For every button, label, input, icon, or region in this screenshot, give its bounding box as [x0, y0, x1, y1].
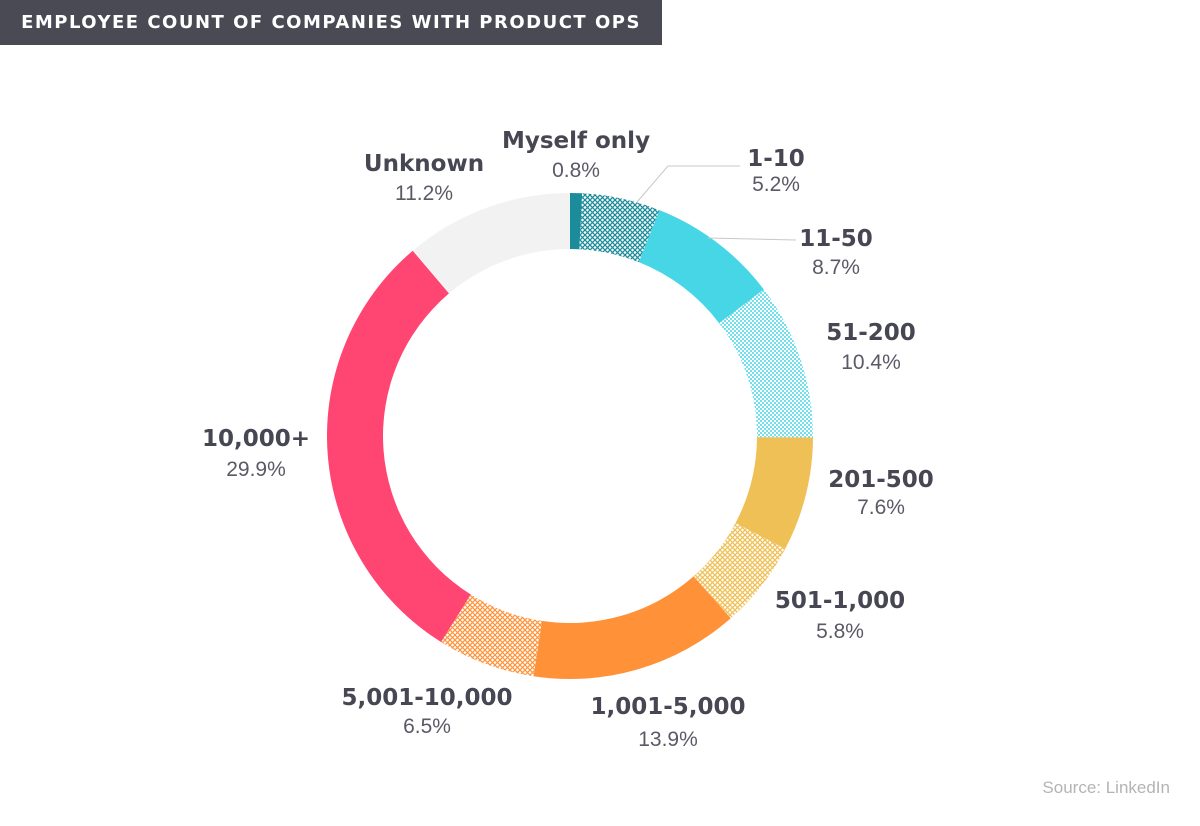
slice-201-500 — [735, 437, 813, 550]
slice-value: 8.7% — [812, 256, 860, 279]
slice-value: 6.5% — [403, 715, 451, 738]
slice-value: 5.2% — [752, 173, 800, 196]
slice-label: 201-500 — [828, 467, 934, 493]
slice-label: 5,001-10,000 — [341, 685, 512, 711]
slice-value: 5.8% — [816, 620, 864, 643]
slice-value: 29.9% — [226, 458, 286, 481]
slice-myself-only — [570, 193, 583, 250]
slice-label: 10,000+ — [202, 426, 310, 452]
leader-line — [636, 165, 740, 203]
leader-line — [707, 237, 797, 241]
slice-5-001-10-000 — [441, 594, 542, 677]
slice-label: 11-50 — [799, 226, 873, 252]
slice-51-200 — [719, 289, 813, 438]
leader-lines — [636, 165, 797, 241]
slice-value: 0.8% — [552, 159, 600, 182]
slice-label: 1,001-5,000 — [590, 694, 745, 720]
slice-501-1-000 — [693, 522, 786, 619]
slice-10-000- — [327, 250, 471, 642]
slice-label: Unknown — [364, 151, 484, 177]
slice-11-50 — [638, 210, 764, 324]
donut-slices — [327, 193, 813, 679]
slice-unknown — [412, 193, 570, 294]
slice-1-10 — [579, 193, 660, 263]
slice-value: 11.2% — [395, 182, 453, 205]
slice-labels: Myself only 0.8% 1-105.2% 11-50 8.7% 51-200 10… — [202, 128, 934, 751]
slice-label: Myself only — [502, 128, 650, 154]
slice-label: 51-200 — [826, 320, 916, 346]
slice-value: 10.4% — [841, 351, 901, 374]
chart-title: EMPLOYEE COUNT OF COMPANIES WITH PRODUCT… — [0, 0, 662, 45]
slice-value: 13.9% — [638, 728, 698, 751]
slice-1-001-5-000 — [533, 576, 731, 679]
slice-label: 1-10 — [747, 146, 805, 172]
slice-label: 501-1,000 — [775, 588, 905, 614]
slice-value: 7.6% — [857, 496, 905, 519]
source-note: Source: LinkedIn — [1042, 778, 1170, 797]
